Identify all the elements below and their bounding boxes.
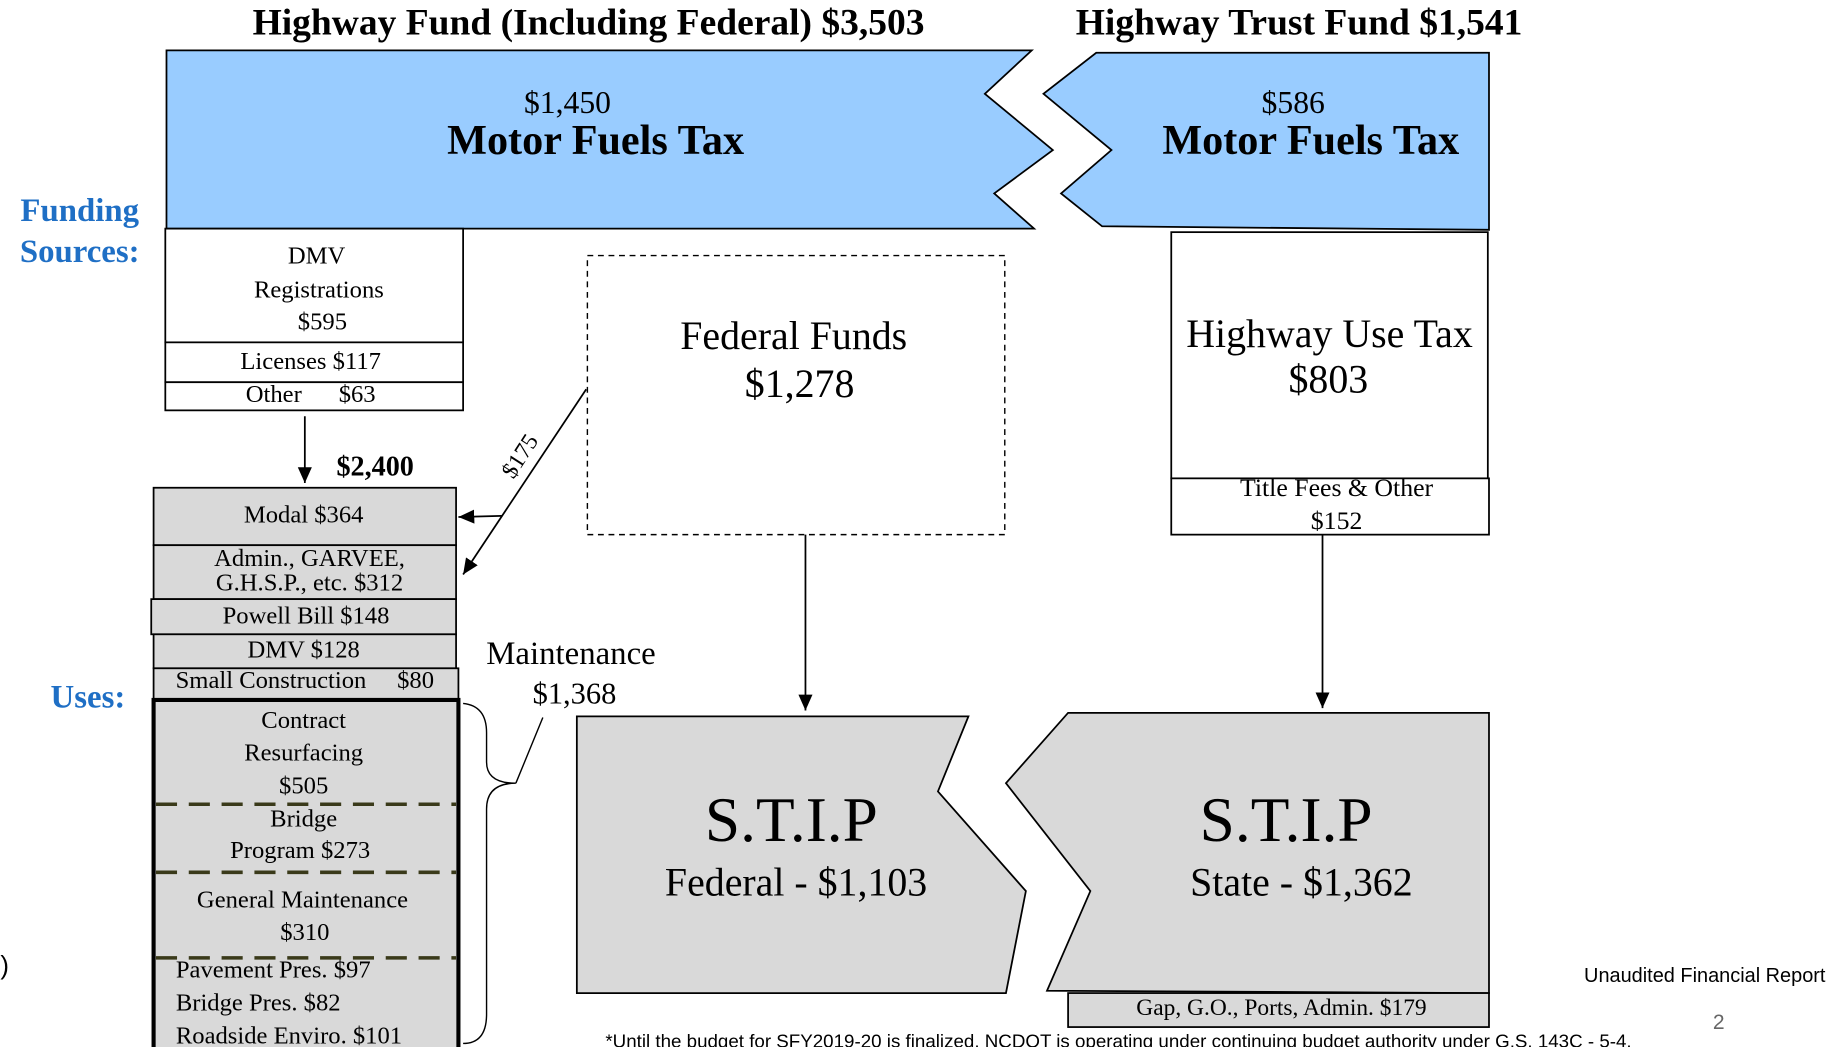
header: Highway Fund (Including Federal) $3,503 (253, 2, 925, 43)
text: Licenses $117 (240, 348, 381, 375)
text: $152 (1311, 506, 1363, 535)
text: Resurfacing (244, 740, 363, 767)
text: $310 (280, 919, 329, 946)
label: Motor Fuels Tax (447, 117, 744, 164)
text: Small Construction $80 (176, 667, 434, 694)
amount: $586 (1262, 85, 1325, 120)
text: Gap, G.O., Ports, Admin. $179 (1136, 995, 1426, 1021)
edge-mark: ) (0, 952, 9, 980)
text: $505 (279, 773, 328, 800)
text: $2,400 (337, 451, 414, 482)
text: DMV (288, 243, 346, 270)
box (164, 381, 464, 412)
label: Motor Fuels Tax (1162, 117, 1459, 164)
box (152, 633, 457, 670)
text: $803 (1289, 357, 1369, 402)
text: Title Fees & Other (1240, 473, 1434, 502)
box (164, 227, 464, 344)
side-label: Uses: (51, 679, 126, 715)
arrow (462, 388, 587, 575)
box (152, 544, 457, 601)
text: Modal $364 (244, 502, 364, 529)
text: $1,278 (745, 361, 855, 406)
side-label: Sources: (20, 234, 140, 270)
text: Powell Bill $148 (223, 603, 390, 630)
text: Program $273 (230, 837, 370, 864)
text: $175 (497, 430, 544, 483)
connector (515, 717, 544, 784)
text: Admin., GARVEE, (214, 545, 405, 572)
text: Federal - $1,103 (665, 860, 927, 905)
motor-fuels-shape (1042, 51, 1490, 231)
text: State - $1,362 (1190, 860, 1413, 905)
text: DMV $128 (247, 637, 359, 664)
box (152, 486, 457, 547)
footnote: *Until the budget for SFY2019-20 is fina… (605, 1030, 1631, 1047)
header: Highway Trust Fund $1,541 (1076, 2, 1523, 43)
stip-shape (1004, 711, 1490, 994)
text: G.H.S.P., etc. $312 (216, 570, 403, 597)
amount: $1,450 (524, 85, 611, 120)
text: Pavement Pres. $97 (176, 957, 371, 984)
text: Contract (261, 707, 346, 734)
text: Other $63 (246, 381, 376, 408)
side-label: Funding (20, 193, 139, 229)
box (1170, 231, 1489, 480)
report-label: Unaudited Financial Report (1584, 965, 1826, 987)
page-number: 2 (1713, 1011, 1725, 1034)
text: Bridge Pres. $82 (176, 989, 341, 1016)
text: $1,368 (533, 676, 617, 710)
text: General Maintenance (197, 886, 408, 913)
text: Bridge (270, 805, 337, 832)
text: Highway Use Tax (1186, 311, 1473, 356)
stip-shape (575, 715, 1027, 994)
box (1170, 477, 1490, 536)
brace (463, 702, 516, 1045)
box (1067, 992, 1490, 1028)
text: Federal Funds (680, 313, 907, 358)
box (152, 667, 460, 701)
text: Roadside Enviro. $101 (176, 1022, 402, 1047)
box (150, 598, 457, 636)
federal-box (586, 254, 1006, 536)
text: Maintenance (486, 636, 655, 672)
text: S.T.I.P (705, 785, 878, 855)
arrow (458, 509, 502, 524)
text: Registrations (254, 277, 384, 304)
text: $595 (298, 308, 347, 335)
text: S.T.I.P (1200, 785, 1373, 855)
